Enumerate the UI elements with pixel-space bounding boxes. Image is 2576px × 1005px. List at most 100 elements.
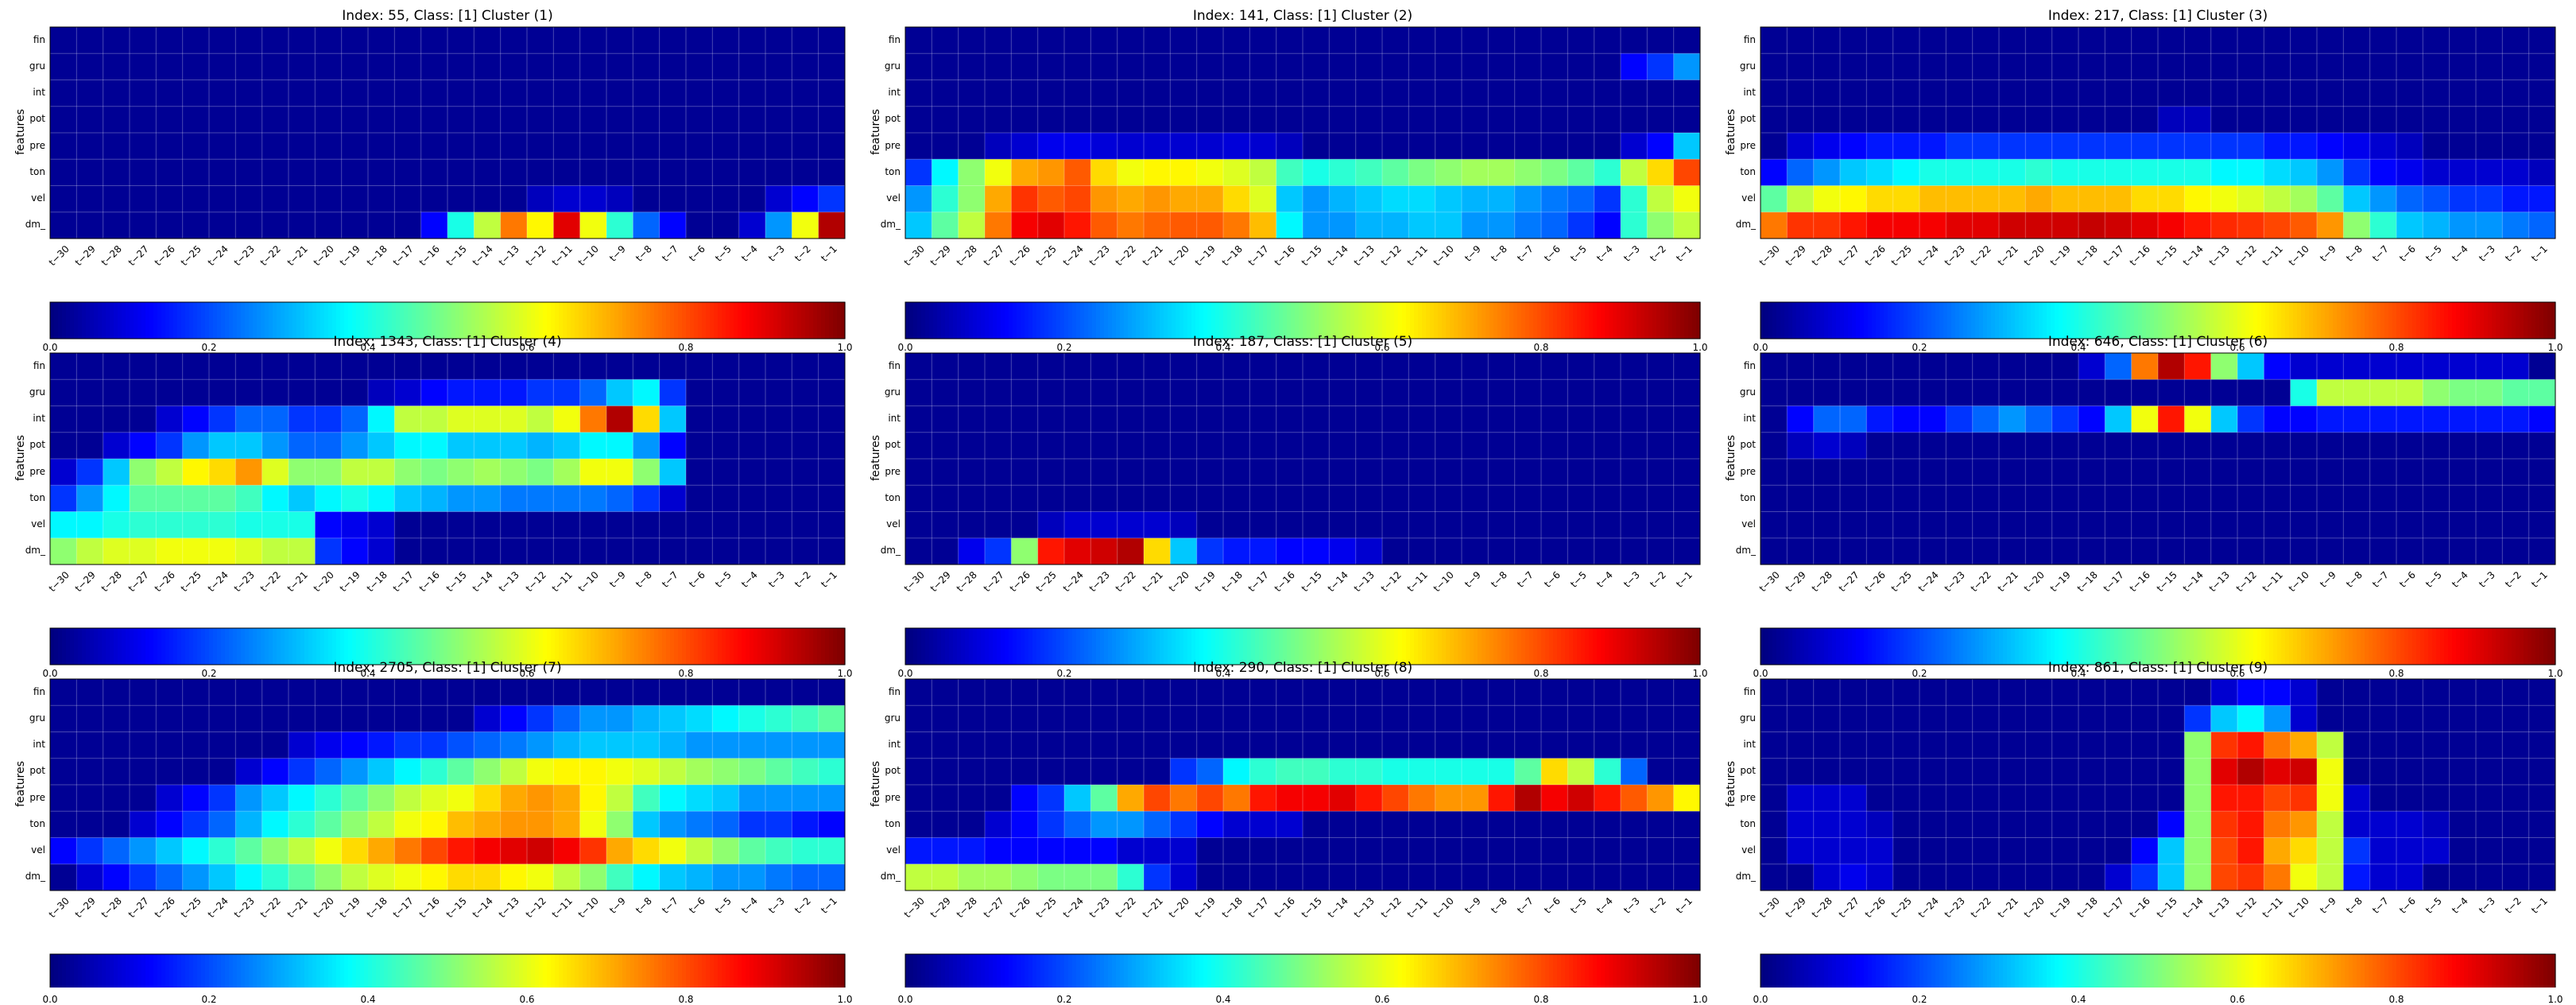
heatmap-cell (2396, 811, 2423, 838)
colorbar-segment (348, 628, 353, 665)
colorbar-segment (1028, 302, 1033, 339)
y-tick-label: dm_ (25, 219, 45, 231)
colorbar-segment (54, 628, 59, 665)
heatmap-cell (1249, 731, 1277, 759)
heatmap-cell (1223, 159, 1250, 186)
heatmap-cell (50, 27, 77, 54)
heatmap-cell (2051, 485, 2079, 512)
colorbar-segment (372, 954, 377, 988)
heatmap-cell (1866, 379, 1894, 406)
colorbar-segment (1613, 628, 1617, 665)
heatmap-cell (818, 379, 846, 406)
heatmap-cell (1541, 53, 1568, 80)
heatmap-cell (1276, 705, 1303, 732)
colorbar-segment (213, 302, 218, 339)
colorbar-segment (1156, 628, 1160, 665)
heatmap-cell (394, 353, 422, 380)
colorbar-segment (1148, 954, 1152, 988)
colorbar-segment (2516, 628, 2520, 665)
heatmap-cell (261, 485, 289, 512)
heatmap-cell (1064, 705, 1091, 732)
heatmap-cell (1621, 679, 1648, 706)
colorbar-segment (1951, 954, 1956, 988)
heatmap-cell (235, 211, 263, 239)
heatmap-cell (2105, 27, 2132, 54)
heatmap-cell (1919, 731, 1947, 759)
heatmap-cell (2237, 679, 2264, 706)
heatmap-cell (156, 27, 184, 54)
colorbar-segment (388, 302, 393, 339)
heatmap-cell (341, 758, 369, 786)
heatmap-cell (235, 185, 263, 213)
heatmap-cell (341, 459, 369, 486)
heatmap-cell (985, 705, 1012, 732)
y-tick-label: pot (29, 765, 45, 777)
colorbar-segment (209, 954, 214, 988)
colorbar-segment (2317, 302, 2322, 339)
heatmap-cell (315, 133, 343, 160)
colorbar-segment (1800, 954, 1805, 988)
heatmap-cell (553, 485, 581, 512)
colorbar-segment (2055, 302, 2059, 339)
colorbar-segment (447, 302, 452, 339)
colorbar-segment (66, 302, 71, 339)
colorbar-segment (1005, 302, 1009, 339)
colorbar-segment (1386, 628, 1391, 665)
heatmap-cell (235, 159, 263, 186)
colorbar-segment (1680, 954, 1685, 988)
heatmap-cell (1303, 758, 1330, 786)
heatmap-cell (156, 679, 184, 706)
heatmap-cell (1011, 837, 1039, 865)
colorbar-tick-label: 1.0 (837, 994, 853, 1005)
colorbar-segment (1319, 628, 1323, 665)
colorbar-segment (1692, 302, 1697, 339)
colorbar-segment (781, 628, 786, 665)
colorbar-segment (2365, 302, 2369, 339)
colorbar-segment (1128, 628, 1133, 665)
colorbar-segment (197, 302, 202, 339)
heatmap-cell (2158, 837, 2185, 865)
heatmap-cell (1090, 211, 1118, 239)
colorbar-segment (1243, 954, 1248, 988)
heatmap-cell (156, 758, 184, 786)
colorbar-tick-label: 0.2 (1056, 342, 1072, 353)
heatmap-cell (1919, 353, 1947, 380)
colorbar-segment (1963, 302, 1968, 339)
heatmap-cell (420, 485, 448, 512)
heatmap-cell (261, 537, 289, 565)
heatmap-cell (1946, 485, 1974, 512)
heatmap-cell (1594, 811, 1621, 838)
heatmap-cell (1011, 27, 1039, 54)
heatmap-cell (1514, 537, 1542, 565)
colorbar-segment (2074, 954, 2079, 988)
colorbar-segment (1908, 302, 1912, 339)
colorbar-segment (1761, 954, 1765, 988)
heatmap-cell (1813, 211, 1841, 239)
heatmap-cell (553, 731, 581, 759)
colorbar-segment (2373, 302, 2377, 339)
heatmap-cell (1946, 863, 1974, 891)
heatmap-cell (341, 353, 369, 380)
heatmap-cell (738, 811, 766, 838)
colorbar-segment (412, 628, 416, 665)
heatmap-cell (1621, 705, 1648, 732)
heatmap-cell (1435, 537, 1462, 565)
heatmap-cell (2025, 27, 2053, 54)
heatmap-cell (182, 459, 210, 486)
heatmap-cell (2423, 80, 2450, 107)
heatmap-cell (2237, 705, 2264, 732)
colorbar-segment (1672, 628, 1677, 665)
colorbar-segment (90, 954, 95, 988)
heatmap-cell (2528, 679, 2556, 706)
heatmap-cell (606, 863, 633, 891)
colorbar-segment (837, 628, 842, 665)
heatmap-cell (2290, 511, 2318, 539)
colorbar-segment (2543, 628, 2548, 665)
colorbar-segment (753, 302, 758, 339)
heatmap-cell (905, 705, 932, 732)
heatmap-cell (1866, 159, 1894, 186)
colorbar-segment (937, 954, 942, 988)
colorbar-segment (925, 954, 930, 988)
heatmap-cell (659, 185, 687, 213)
colorbar-segment (658, 954, 663, 988)
